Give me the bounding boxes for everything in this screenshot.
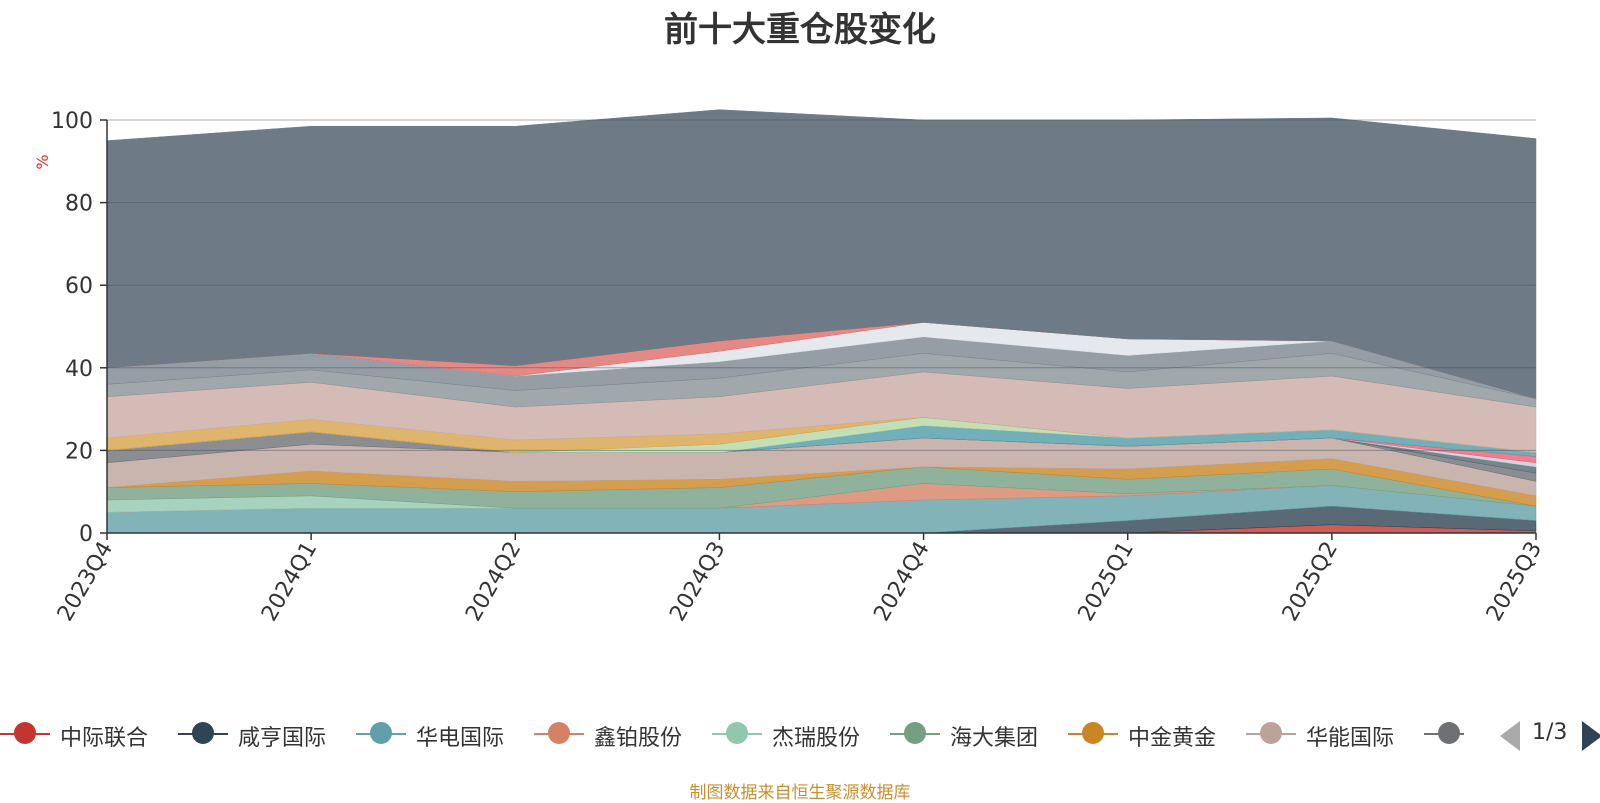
y-tick-label: 40 — [65, 357, 93, 382]
y-axis-ticks: 0 20 40 60 80 100 — [51, 109, 107, 547]
legend-label: 海大集团 — [950, 726, 1039, 751]
legend-dot-icon — [726, 722, 748, 744]
y-axis-label: % — [33, 154, 52, 169]
legend-prev-page-icon[interactable] — [1500, 721, 1520, 751]
x-tick-label: 2023Q4 — [53, 538, 118, 626]
legend-item[interactable]: 杰瑞股份 — [712, 714, 887, 754]
legend-dot-icon — [14, 722, 36, 744]
legend-label: 华电国际 — [416, 726, 505, 751]
x-tick-label: 2025Q1 — [1074, 538, 1139, 626]
legend-label: 咸亨国际 — [238, 726, 327, 751]
legend-item[interactable]: 鑫铂股份 — [534, 714, 709, 754]
x-tick-label: 2025Q3 — [1482, 538, 1547, 626]
legend-label: 中际联合 — [60, 726, 149, 751]
legend-item[interactable] — [1424, 714, 1464, 754]
x-tick-label: 2024Q3 — [665, 538, 730, 626]
legend-dot-icon — [1260, 722, 1282, 744]
grid-lines — [107, 119, 1536, 451]
legend-next-page-icon[interactable] — [1582, 721, 1600, 751]
x-tick-label: 2024Q1 — [257, 538, 322, 626]
y-tick-label: 20 — [65, 439, 93, 464]
source-note: 制图数据来自恒生聚源数据库 — [689, 783, 911, 803]
series-areas — [106, 109, 1537, 534]
legend-label: 华能国际 — [1306, 726, 1395, 751]
x-tick-label: 2025Q2 — [1278, 538, 1343, 626]
legend-item[interactable]: 海大集团 — [890, 714, 1065, 754]
legend-page-indicator: 1/3 — [1532, 720, 1568, 745]
chart-title: 前十大重仓股变化 — [664, 10, 936, 50]
y-tick-label: 60 — [65, 274, 93, 299]
legend-item[interactable]: 中金黄金 — [1068, 714, 1243, 754]
legend-dot-icon — [904, 722, 926, 744]
y-tick-label: 0 — [79, 522, 93, 547]
y-tick-label: 80 — [65, 192, 93, 217]
y-tick-label: 100 — [51, 109, 93, 134]
legend-dot-icon — [1082, 722, 1104, 744]
legend-pager: 1/3 — [1500, 718, 1600, 752]
legend-item[interactable]: 华电国际 — [356, 714, 531, 754]
legend-dot-icon — [548, 722, 570, 744]
legend-label: 中金黄金 — [1128, 726, 1217, 751]
legend-item[interactable]: 咸亨国际 — [178, 714, 353, 754]
legend-label: 鑫铂股份 — [594, 726, 683, 751]
series-area-20[interactable] — [106, 109, 1537, 400]
legend-item[interactable]: 华能国际 — [1246, 714, 1421, 754]
legend: 中际联合 咸亨国际 华电国际 鑫铂股份 杰瑞股份 海大集团 中金黄金 华能国际 — [0, 714, 1600, 754]
x-tick-label: 2024Q4 — [869, 538, 934, 626]
legend-dot-icon — [192, 722, 214, 744]
legend-item[interactable]: 中际联合 — [0, 714, 175, 754]
x-tick-label: 2024Q2 — [461, 538, 526, 626]
legend-dot-icon — [370, 722, 392, 744]
legend-label: 杰瑞股份 — [772, 726, 861, 751]
x-axis-ticks: 2023Q4 2024Q1 2024Q2 2024Q3 2024Q4 2025Q1 2025… — [53, 533, 1547, 626]
legend-items: 中际联合 咸亨国际 华电国际 鑫铂股份 杰瑞股份 海大集团 中金黄金 华能国际 — [0, 714, 1464, 754]
legend-dot-icon — [1438, 722, 1460, 744]
